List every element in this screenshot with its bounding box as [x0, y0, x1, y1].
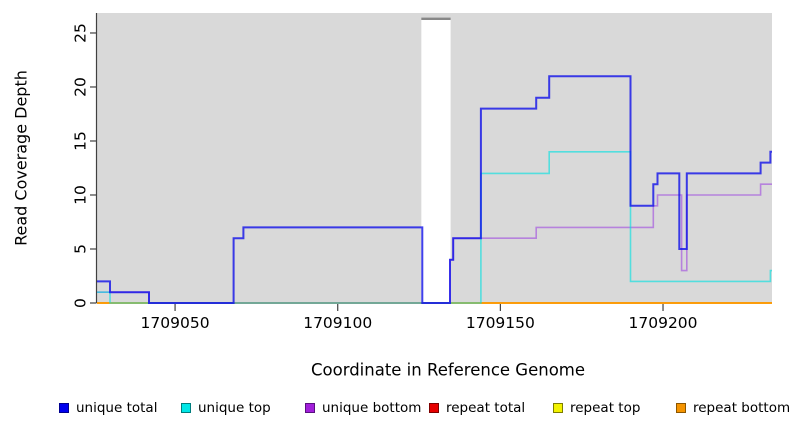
- legend-item-unique-top: unique top: [181, 399, 271, 417]
- y-tick-label: 20: [71, 77, 89, 97]
- x-tick-label: 1709200: [629, 314, 698, 332]
- masked-region-cap: [421, 17, 451, 20]
- legend: unique total unique top unique bottom repea…: [0, 399, 792, 419]
- masked-region: [421, 20, 451, 303]
- x-tick-label: 1709150: [466, 314, 535, 332]
- series-line-unique-top: [97, 151, 772, 304]
- y-axis-title: Read Coverage Depth: [11, 70, 31, 246]
- y-tick-label: 10: [71, 185, 89, 205]
- legend-label: repeat top: [570, 400, 641, 416]
- x-tick-label: 1709100: [303, 314, 372, 332]
- x-axis-title: Coordinate in Reference Genome: [310, 360, 586, 380]
- legend-swatch: [181, 403, 191, 413]
- legend-label: unique total: [76, 400, 158, 416]
- legend-item-repeat-bottom: repeat bottom: [676, 399, 790, 417]
- legend-label: unique bottom: [322, 400, 422, 416]
- legend-swatch: [676, 403, 686, 413]
- legend-item-repeat-top: repeat top: [553, 399, 640, 417]
- x-tick-label: 1709050: [141, 314, 210, 332]
- legend-label: repeat bottom: [693, 400, 791, 416]
- legend-swatch: [553, 403, 563, 413]
- y-tick-label: 5: [71, 244, 89, 254]
- legend-swatch: [59, 403, 69, 413]
- series-line-unique-total: [97, 75, 772, 304]
- legend-item-unique-bottom: unique bottom: [305, 399, 421, 417]
- legend-label: repeat total: [446, 400, 526, 416]
- legend-swatch: [429, 403, 439, 413]
- y-tick-label: 0: [71, 298, 89, 308]
- y-tick-label: 25: [71, 23, 89, 43]
- legend-item-repeat-total: repeat total: [429, 399, 525, 417]
- legend-label: unique top: [198, 400, 271, 416]
- y-tick-label: 15: [71, 131, 89, 151]
- legend-item-unique-total: unique total: [59, 399, 157, 417]
- legend-swatch: [305, 403, 315, 413]
